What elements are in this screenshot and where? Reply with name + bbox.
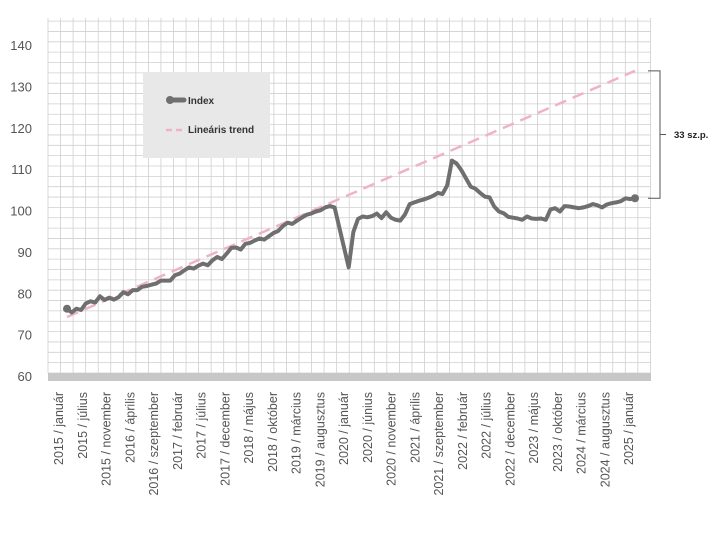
y-axis-ticks: 60 70 80 90 100 110 120 130 140	[10, 38, 32, 384]
x-tick-label: 2025 / január	[622, 392, 636, 465]
x-tick-label: 2019 / március	[290, 392, 304, 474]
x-tick-label: 2016 / április	[123, 392, 137, 463]
trend-line	[66, 69, 636, 319]
x-tick-label: 2023 / május	[527, 392, 541, 464]
x-tick-label: 2018 / október	[266, 392, 280, 472]
x-tick-label: 2022 / december	[503, 392, 517, 486]
y-tick-label: 90	[18, 245, 32, 260]
x-tick-label: 2022 / február	[456, 392, 470, 470]
y-tick-label: 110	[11, 162, 32, 177]
x-tick-label: 2018 / május	[242, 392, 256, 464]
x-tick-label: 2020 / június	[361, 392, 375, 463]
x-tick-label: 2019 / augusztus	[313, 392, 327, 487]
gap-bracket	[648, 70, 666, 199]
x-tick-label: 2022 / július	[480, 392, 494, 459]
y-tick-label: 60	[18, 369, 32, 384]
y-tick-label: 70	[18, 328, 32, 343]
index-end-marker	[631, 194, 639, 203]
x-axis-ticks: 2015 / január 2015 / július 2015 / novembe…	[52, 392, 636, 496]
x-tick-label: 2017 / december	[218, 392, 232, 486]
x-tick-label: 2024 / augusztus	[598, 392, 612, 487]
x-tick-label: 2015 / november	[100, 392, 114, 486]
gap-label: 33 sz.p.	[674, 130, 708, 141]
x-tick-label: 2023 / október	[551, 392, 565, 472]
index-layer	[63, 158, 639, 315]
legend-label-trend: Lineáris trend	[188, 125, 254, 136]
gap-annotation: 33 sz.p.	[648, 70, 708, 199]
x-tick-label: 2016 / szeptember	[147, 392, 161, 496]
legend-swatch-index-marker	[166, 96, 174, 104]
y-tick-label: 140	[10, 38, 32, 53]
y-tick-label: 80	[18, 286, 32, 301]
y-tick-label: 120	[10, 121, 32, 136]
x-tick-label: 2017 / július	[195, 392, 209, 459]
legend: Index Lineáris trend	[143, 72, 270, 158]
trend-layer	[66, 69, 636, 319]
x-tick-label: 2021 / szeptember	[432, 392, 446, 496]
x-tick-label: 2017 / február	[171, 392, 185, 470]
x-tick-label: 2020 / november	[385, 392, 399, 486]
x-tick-label: 2015 / július	[76, 392, 90, 459]
x-tick-label: 2024 / március	[575, 392, 589, 474]
legend-label-index: Index	[188, 96, 215, 107]
index-start-marker	[63, 304, 71, 313]
x-axis-bar	[48, 373, 651, 381]
x-tick-label: 2015 / január	[52, 392, 66, 465]
index-line	[65, 158, 637, 315]
y-tick-label: 100	[10, 204, 32, 219]
y-tick-label: 130	[10, 79, 32, 94]
x-tick-label: 2021 / április	[408, 392, 422, 463]
x-tick-label: 2020 / január	[337, 392, 351, 465]
legend-box	[143, 72, 270, 158]
